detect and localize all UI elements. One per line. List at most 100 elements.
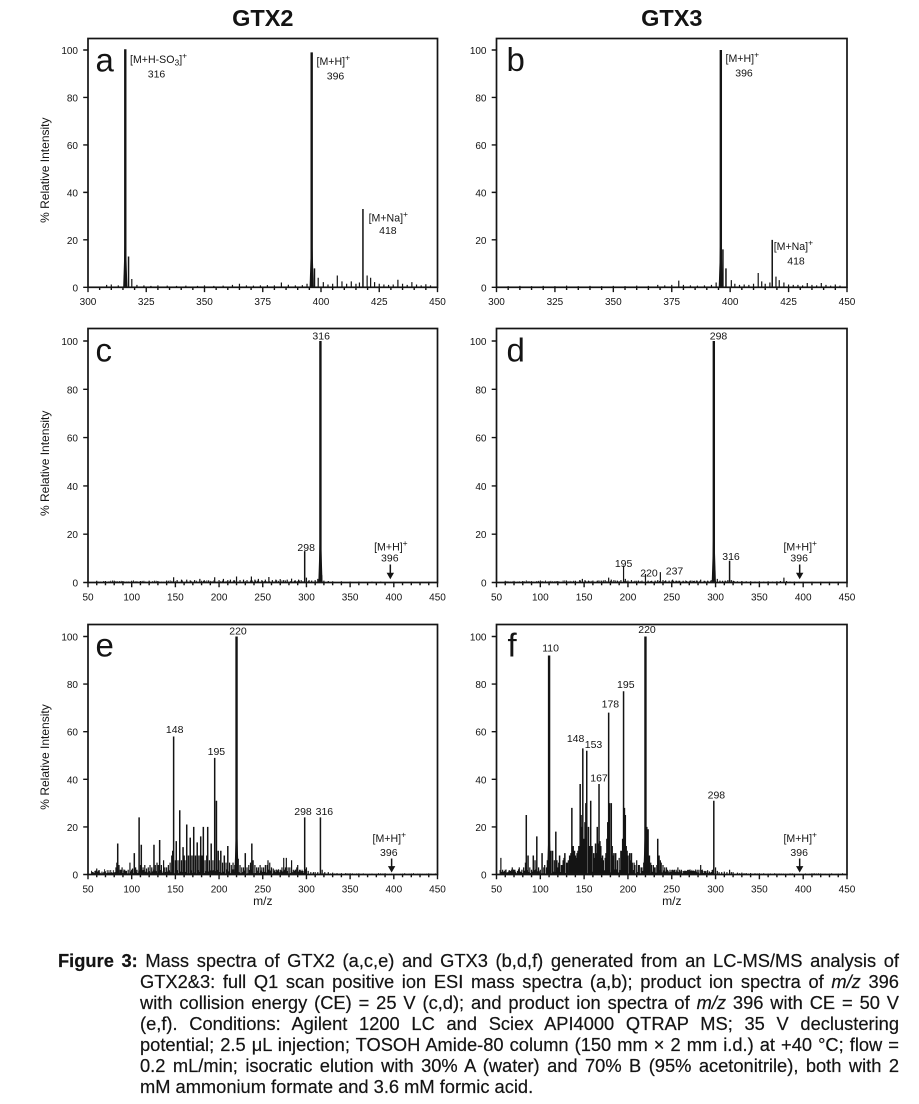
svg-text:400: 400 (722, 297, 739, 308)
svg-text:[M+H]+: [M+H]+ (374, 538, 408, 554)
svg-text:450: 450 (429, 592, 446, 603)
svg-text:425: 425 (371, 297, 388, 308)
svg-text:m/z: m/z (253, 894, 272, 908)
svg-text:40: 40 (67, 775, 79, 786)
svg-text:396: 396 (327, 71, 345, 83)
svg-text:60: 60 (475, 141, 487, 152)
svg-text:200: 200 (211, 592, 228, 603)
svg-text:400: 400 (795, 884, 812, 895)
svg-text:20: 20 (475, 823, 487, 834)
svg-text:250: 250 (663, 884, 680, 895)
svg-text:[M+Na]+: [M+Na]+ (774, 237, 813, 253)
svg-text:250: 250 (254, 592, 271, 603)
svg-text:400: 400 (385, 884, 402, 895)
svg-text:316: 316 (148, 69, 166, 81)
svg-text:60: 60 (67, 434, 79, 445)
svg-text:50: 50 (82, 592, 94, 603)
svg-text:450: 450 (839, 884, 856, 895)
svg-text:[M+H-SO3]+: [M+H-SO3]+ (130, 50, 187, 67)
svg-text:316: 316 (722, 551, 740, 563)
svg-text:298: 298 (294, 806, 312, 818)
svg-text:396: 396 (790, 553, 808, 565)
svg-text:298: 298 (710, 331, 728, 343)
svg-text:200: 200 (620, 592, 637, 603)
svg-text:396: 396 (790, 847, 808, 859)
svg-text:325: 325 (138, 297, 155, 308)
svg-text:20: 20 (67, 236, 79, 247)
svg-text:396: 396 (381, 553, 399, 565)
svg-text:450: 450 (839, 297, 856, 308)
svg-text:100: 100 (470, 46, 487, 57)
svg-text:80: 80 (475, 385, 487, 396)
svg-text:[M+H]+: [M+H]+ (317, 52, 351, 68)
svg-text:396: 396 (380, 847, 398, 859)
svg-text:40: 40 (67, 188, 79, 199)
svg-text:80: 80 (67, 93, 79, 104)
svg-text:[M+H]+: [M+H]+ (373, 829, 407, 845)
svg-text:350: 350 (342, 592, 359, 603)
svg-text:150: 150 (167, 884, 184, 895)
svg-text:418: 418 (379, 225, 397, 237)
svg-text:0: 0 (481, 283, 487, 294)
svg-text:375: 375 (663, 297, 680, 308)
svg-text:200: 200 (211, 884, 228, 895)
svg-text:110: 110 (542, 643, 559, 655)
svg-text:298: 298 (297, 542, 315, 554)
svg-text:425: 425 (780, 297, 797, 308)
svg-text:20: 20 (475, 236, 487, 247)
svg-text:300: 300 (298, 884, 315, 895)
svg-text:150: 150 (576, 884, 593, 895)
svg-text:400: 400 (313, 297, 330, 308)
svg-text:40: 40 (475, 482, 487, 493)
svg-text:80: 80 (475, 680, 487, 691)
svg-text:350: 350 (751, 592, 768, 603)
svg-text:220: 220 (638, 624, 656, 636)
svg-text:b: b (507, 41, 525, 78)
svg-text:% Relative Intensity: % Relative Intensity (38, 411, 52, 516)
svg-text:GTX3: GTX3 (641, 5, 702, 31)
svg-text:0: 0 (72, 283, 78, 294)
svg-text:50: 50 (491, 592, 503, 603)
svg-text:[M+H]+: [M+H]+ (783, 538, 817, 554)
svg-text:100: 100 (61, 337, 78, 348)
svg-text:[M+H]+: [M+H]+ (783, 829, 817, 845)
svg-text:60: 60 (475, 728, 487, 739)
svg-text:0: 0 (481, 579, 487, 590)
svg-text:298: 298 (708, 790, 726, 802)
svg-text:316: 316 (312, 331, 330, 343)
svg-text:396: 396 (735, 68, 753, 80)
svg-text:300: 300 (707, 592, 724, 603)
svg-text:m/z: m/z (662, 894, 681, 908)
svg-text:220: 220 (640, 568, 658, 580)
svg-text:% Relative Intensity: % Relative Intensity (38, 118, 52, 223)
svg-text:80: 80 (67, 385, 79, 396)
svg-text:195: 195 (615, 558, 633, 570)
svg-text:40: 40 (475, 775, 487, 786)
svg-text:20: 20 (475, 530, 487, 541)
svg-text:50: 50 (491, 884, 503, 895)
svg-text:100: 100 (61, 46, 78, 57)
svg-text:100: 100 (123, 884, 140, 895)
svg-text:100: 100 (532, 884, 549, 895)
svg-text:[M+Na]+: [M+Na]+ (369, 209, 408, 225)
svg-text:450: 450 (839, 592, 856, 603)
svg-text:250: 250 (254, 884, 271, 895)
svg-text:400: 400 (385, 592, 402, 603)
svg-text:148: 148 (166, 724, 184, 736)
svg-text:f: f (508, 627, 518, 664)
svg-text:60: 60 (67, 141, 79, 152)
svg-text:GTX2: GTX2 (232, 5, 293, 31)
svg-text:40: 40 (475, 188, 487, 199)
svg-text:e: e (96, 627, 114, 664)
svg-text:200: 200 (620, 884, 637, 895)
svg-text:148: 148 (567, 733, 585, 745)
svg-text:c: c (96, 332, 113, 369)
svg-text:178: 178 (602, 699, 620, 711)
svg-text:418: 418 (787, 256, 805, 268)
svg-text:375: 375 (254, 297, 271, 308)
svg-text:100: 100 (470, 337, 487, 348)
svg-text:20: 20 (67, 530, 79, 541)
svg-text:400: 400 (795, 592, 812, 603)
svg-text:20: 20 (67, 823, 79, 834)
svg-text:40: 40 (67, 482, 79, 493)
